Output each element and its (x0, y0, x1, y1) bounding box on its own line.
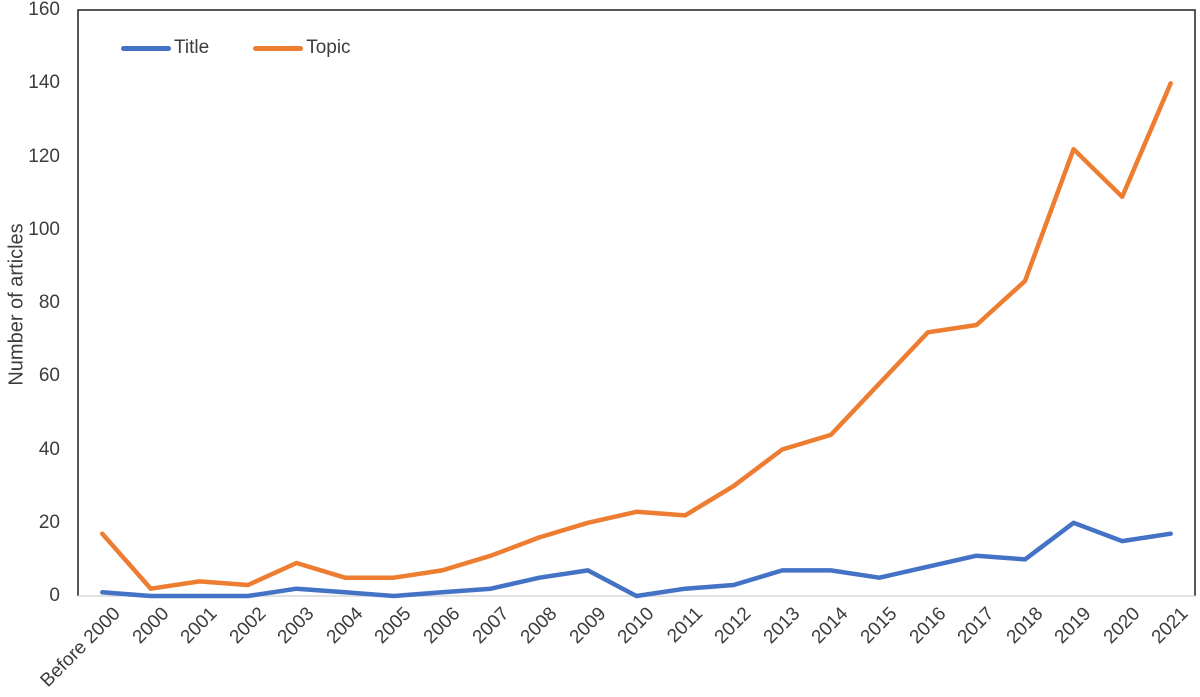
y-tick-label: 140 (28, 72, 60, 94)
topic-series-line (100, 81, 1173, 591)
title-series-line (100, 520, 1173, 599)
y-tick-label: 0 (49, 585, 60, 606)
y-tick-label: 120 (28, 145, 60, 167)
plot-border (77, 9, 1196, 596)
y-tick-label: 40 (38, 438, 60, 460)
y-tick-label: 60 (38, 365, 60, 387)
y-tick-label: 20 (38, 511, 60, 533)
legend-line-swatch-title (121, 45, 171, 51)
legend-item-title: Title (121, 38, 209, 58)
y-tick-label: 160 (28, 0, 60, 20)
legend-label-topic: Topic (306, 37, 351, 58)
legend: Title Topic (121, 38, 351, 58)
legend-label-title: Title (174, 37, 210, 58)
legend-line-swatch-topic (253, 45, 304, 51)
y-tick-label: 100 (28, 218, 60, 240)
legend-item-topic: Topic (253, 37, 351, 58)
y-tick-label: 80 (38, 292, 60, 313)
